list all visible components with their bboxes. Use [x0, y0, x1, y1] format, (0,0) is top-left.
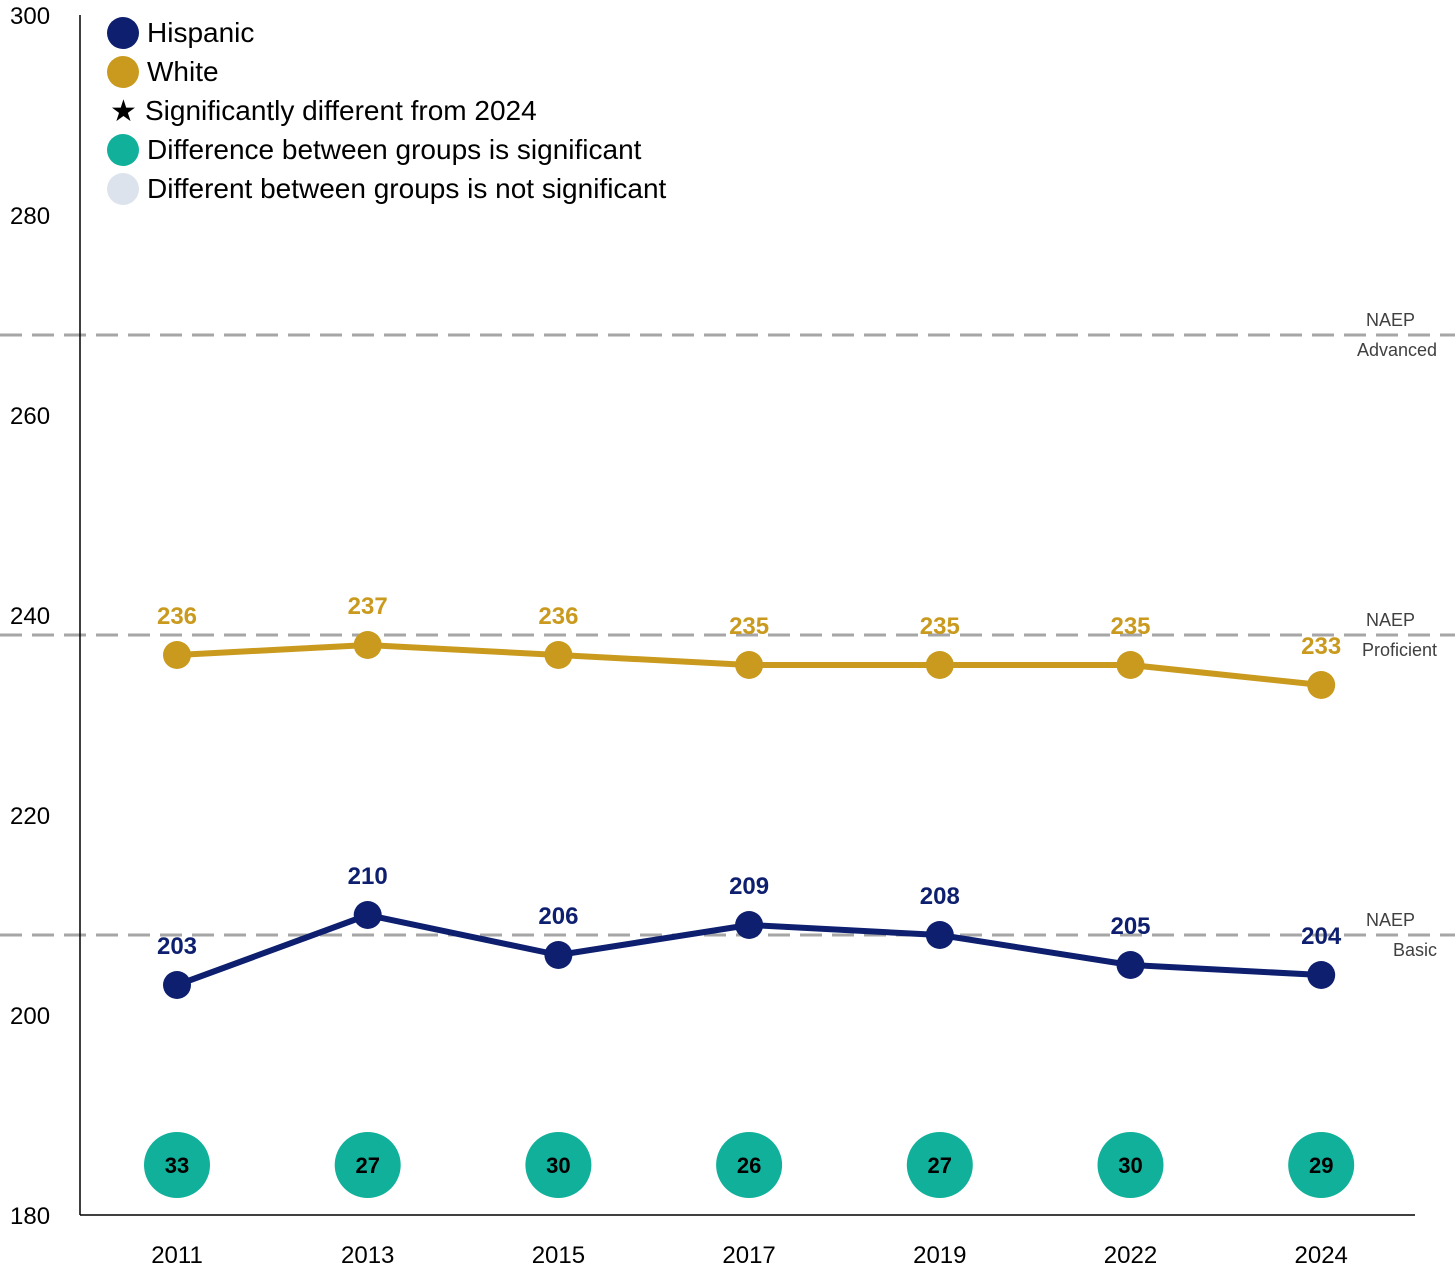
data-label-white: 236	[157, 603, 197, 630]
data-label-white: 235	[1110, 613, 1150, 640]
data-point-white	[1307, 671, 1336, 699]
data-point-hispanic	[1116, 951, 1145, 979]
reference-label-bottom: Advanced	[1357, 340, 1437, 360]
legend-swatch-hispanic	[107, 17, 139, 49]
data-point-hispanic	[735, 911, 764, 939]
y-tick-label: 200	[10, 1003, 50, 1030]
gap-value: 29	[1309, 1153, 1333, 1178]
data-point-white	[1116, 651, 1145, 679]
gap-value: 26	[737, 1153, 761, 1178]
data-point-white	[163, 641, 191, 669]
x-tick-label: 2022	[1104, 1242, 1157, 1269]
data-point-white	[735, 651, 764, 679]
data-label-hispanic: 210	[348, 863, 388, 890]
legend: Hispanic White ★ Significantly different…	[107, 17, 667, 205]
data-point-white	[353, 631, 382, 659]
gap-badges: 33 27 30 26 27 30 29	[144, 1132, 1355, 1198]
data-label-white: 236	[538, 603, 578, 630]
data-point-hispanic	[1307, 961, 1336, 989]
gap-badge	[716, 1132, 783, 1198]
gap-badge	[906, 1132, 973, 1198]
gap-value: 33	[165, 1153, 189, 1178]
gap-badge	[1288, 1132, 1355, 1198]
data-label-hispanic: 206	[538, 903, 578, 930]
gap-badge	[525, 1132, 592, 1198]
legend-label-gap-significant: Difference between groups is significant	[147, 134, 642, 165]
y-tick-labels: 180 200 220 240 260 280 300	[10, 3, 50, 1230]
y-tick-label: 240	[10, 603, 50, 630]
legend-label-gap-not-significant: Different between groups is not signific…	[147, 173, 667, 204]
x-tick-labels: 2011 2013 2015 2017 2019 2022 2024	[151, 1242, 1348, 1269]
reference-lines: NAEP Basic NAEP Proficient NAEP Advanced	[0, 310, 1455, 960]
data-label-hispanic: 209	[729, 873, 769, 900]
series: 203 210 206 209 208 205 204 236 237 236 235 235 235 2…	[157, 593, 1342, 999]
legend-label-hispanic: Hispanic	[147, 17, 254, 48]
legend-swatch-gap-not-significant	[107, 173, 139, 205]
data-label-white: 233	[1301, 633, 1341, 660]
data-label-white: 235	[729, 613, 769, 640]
reference-label-bottom: Proficient	[1362, 640, 1437, 660]
y-tick-label: 280	[10, 203, 50, 230]
axes	[79, 15, 1415, 1216]
legend-label-asterisk: Significantly different from 2024	[145, 95, 537, 126]
gap-badge	[1097, 1132, 1164, 1198]
legend-swatch-gap-significant	[107, 134, 139, 166]
gap-badge	[334, 1132, 401, 1198]
data-label-white: 237	[348, 593, 388, 620]
data-label-hispanic: 208	[920, 883, 960, 910]
x-tick-label: 2024	[1295, 1242, 1348, 1269]
data-point-white	[544, 641, 573, 669]
data-label-hispanic: 205	[1110, 913, 1150, 940]
x-tick-label: 2015	[532, 1242, 585, 1269]
y-tick-label: 260	[10, 403, 50, 430]
reference-label-top: NAEP	[1366, 910, 1415, 930]
gap-value: 30	[546, 1153, 570, 1178]
reference-label-top: NAEP	[1366, 310, 1415, 330]
legend-label-white: White	[147, 56, 219, 87]
data-label-hispanic: 204	[1301, 923, 1342, 950]
reference-label-top: NAEP	[1366, 610, 1415, 630]
data-point-hispanic	[163, 971, 191, 999]
data-point-white	[925, 651, 954, 679]
star-icon: ★	[110, 95, 137, 128]
x-tick-label: 2011	[151, 1242, 203, 1269]
data-label-hispanic: 203	[157, 933, 197, 960]
legend-swatch-white	[107, 56, 139, 88]
y-tick-label: 220	[10, 803, 50, 830]
x-tick-label: 2017	[722, 1242, 775, 1269]
y-tick-label: 300	[10, 3, 50, 30]
data-point-hispanic	[544, 941, 573, 969]
reference-label-bottom: Basic	[1393, 940, 1437, 960]
gap-badge	[144, 1132, 210, 1198]
data-label-white: 235	[920, 613, 960, 640]
x-tick-label: 2019	[913, 1242, 966, 1269]
gap-value: 27	[928, 1153, 952, 1178]
data-point-hispanic	[925, 921, 954, 949]
gap-value: 30	[1118, 1153, 1142, 1178]
data-point-hispanic	[353, 901, 382, 929]
gap-value: 27	[355, 1153, 379, 1178]
x-tick-label: 2013	[341, 1242, 394, 1269]
y-tick-label: 180	[10, 1203, 50, 1230]
